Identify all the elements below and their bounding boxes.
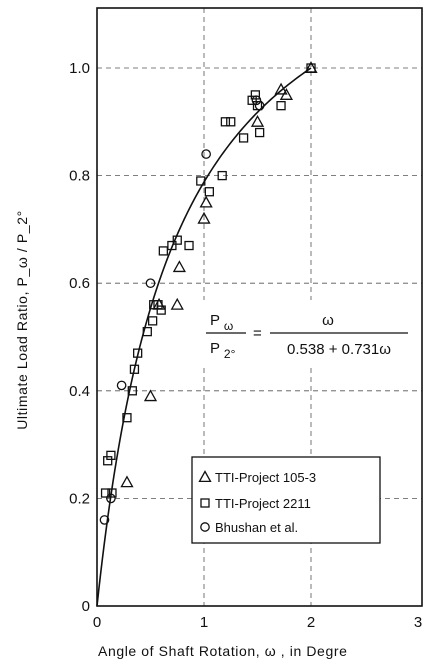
tick-labels: 0 1 2 3 0 0.2 0.4 0.6 0.8 1.0 <box>69 60 422 631</box>
data-point-square <box>127 386 137 396</box>
data-point-square <box>122 413 132 423</box>
data-point-square <box>100 488 111 498</box>
legend-marker-triangle <box>198 470 212 483</box>
data-point-triangle <box>120 475 134 488</box>
data-point-square <box>184 240 194 251</box>
data-point-square <box>250 90 261 100</box>
data-point-circle <box>106 493 116 504</box>
formula: P ω P 2° = ω 0.538 + 0.731ω <box>198 300 414 366</box>
y-tick-label: 0.4 <box>69 383 90 400</box>
x-tick-label: 0 <box>93 614 101 631</box>
formula-lhs-den: P 2° <box>210 340 236 361</box>
legend: TTI-Project 105-3 TTI-Project 2211 Bhushan… <box>191 456 381 544</box>
x-tick-label: 3 <box>414 614 422 631</box>
data-point-circle <box>145 278 156 289</box>
x-tick-label: 2 <box>307 614 315 631</box>
data-point-square <box>158 246 168 256</box>
formula-rhs-num: ω <box>322 312 334 329</box>
data-point-square <box>107 488 117 498</box>
data-point-circle <box>254 100 265 111</box>
legend-marker-square <box>200 498 210 508</box>
data-point-triangle <box>143 389 158 402</box>
data-point-square <box>142 326 152 337</box>
data-point-triangle <box>250 114 265 127</box>
data-points <box>99 61 318 525</box>
data-point-triangle <box>279 88 293 100</box>
data-point-square <box>220 117 231 127</box>
formula-rhs-den: 0.538 + 0.731ω <box>287 341 391 358</box>
legend-box <box>191 456 381 544</box>
fit-curve-layer <box>96 67 312 607</box>
formula-lhs-num: P ω <box>210 312 233 333</box>
data-point-square <box>129 364 140 374</box>
data-point-square <box>196 176 206 186</box>
data-point-circle <box>251 95 262 106</box>
legend-label: Bhushan et al. <box>215 520 298 535</box>
data-point-circle <box>99 515 110 525</box>
fit-curve <box>96 67 312 607</box>
y-tick-label: 0.6 <box>69 275 90 292</box>
data-point-square <box>172 235 182 245</box>
data-point-square <box>153 300 163 310</box>
data-point-square <box>167 240 177 251</box>
data-point-square <box>306 63 316 73</box>
data-point-square <box>217 170 227 181</box>
data-point-triangle <box>274 82 288 95</box>
data-point-square <box>106 450 116 461</box>
plot-frame <box>96 7 423 607</box>
y-axis-label: Ultimate Load Ratio, P_ω / P_2° <box>14 210 30 430</box>
data-point-circle <box>116 380 127 391</box>
data-point-triangle <box>197 211 211 224</box>
y-tick-label: 0.2 <box>69 490 90 507</box>
data-point-square <box>226 117 236 127</box>
legend-label: TTI-Project 105-3 <box>215 470 316 485</box>
data-point-square <box>103 456 113 466</box>
data-point-square <box>204 187 215 197</box>
data-point-square <box>276 101 286 111</box>
x-axis-label: Angle of Shaft Rotation, ω , in Degre <box>98 643 347 659</box>
data-point-triangle <box>172 260 186 273</box>
data-point-triangle <box>170 297 184 310</box>
y-tick-label: 0 <box>82 598 90 615</box>
data-point-circle <box>201 149 211 159</box>
formula-equals: = <box>253 325 262 342</box>
data-point-square <box>133 348 143 358</box>
legend-entries: TTI-Project 105-3 TTI-Project 2211 Bhushan… <box>198 470 316 535</box>
x-tick-label: 1 <box>200 614 208 631</box>
data-point-square <box>247 95 257 105</box>
legend-label: TTI-Project 2211 <box>215 496 311 511</box>
legend-marker-circle <box>200 522 210 532</box>
data-point-triangle <box>199 195 213 208</box>
data-point-square <box>156 305 166 315</box>
data-point-square <box>147 316 158 326</box>
y-tick-label: 0.8 <box>69 168 90 185</box>
data-point-square <box>254 127 265 138</box>
data-point-square <box>238 133 249 143</box>
y-tick-label: 1.0 <box>69 60 90 77</box>
